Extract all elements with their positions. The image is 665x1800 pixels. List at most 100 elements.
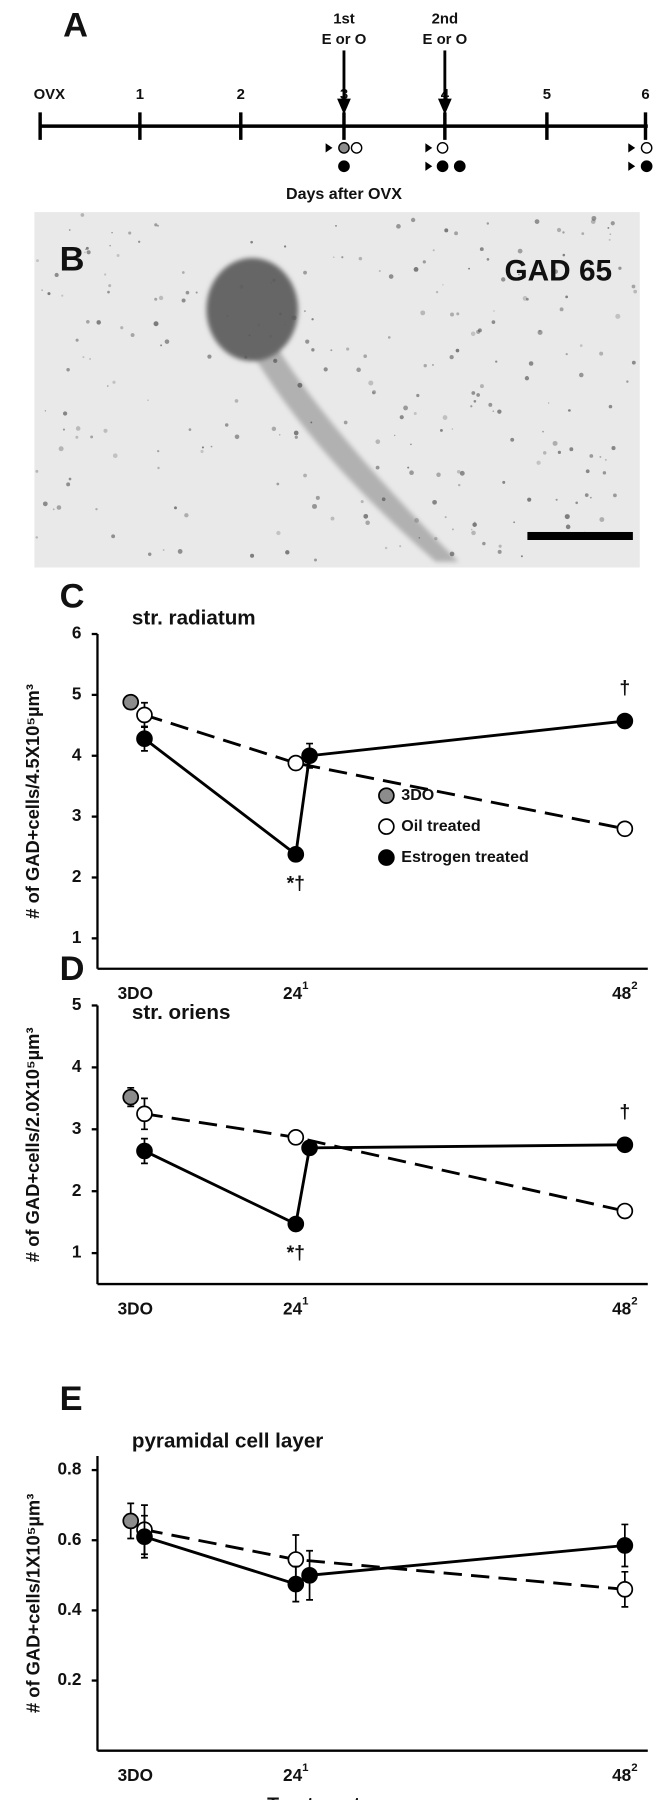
marker-triangle bbox=[425, 161, 433, 171]
speck bbox=[393, 434, 396, 437]
y-axis-label: # of GAD+cells/2.0X10⁵µm³ bbox=[22, 1027, 43, 1262]
speck bbox=[470, 405, 473, 408]
speck bbox=[444, 516, 447, 519]
speck bbox=[58, 446, 64, 452]
speck bbox=[111, 534, 116, 539]
y-tick-label: 4 bbox=[72, 744, 82, 764]
speck bbox=[116, 254, 120, 257]
panel-letter: A bbox=[63, 7, 88, 45]
marker-dot bbox=[350, 142, 363, 154]
speck bbox=[442, 415, 448, 420]
speck bbox=[305, 339, 310, 344]
speck bbox=[372, 391, 375, 395]
speck bbox=[66, 368, 70, 372]
speck bbox=[154, 223, 158, 227]
annotation: † bbox=[619, 1101, 630, 1123]
speck bbox=[310, 421, 313, 424]
speck bbox=[346, 347, 350, 351]
speck bbox=[631, 360, 636, 365]
speck bbox=[454, 231, 459, 236]
speck bbox=[604, 458, 607, 461]
speck bbox=[363, 354, 367, 358]
x-axis-title: Treatment group bbox=[267, 1794, 421, 1800]
speck bbox=[459, 470, 465, 476]
speck bbox=[569, 447, 574, 452]
speck bbox=[384, 546, 388, 550]
speck bbox=[360, 500, 364, 504]
y-tick-label: 2 bbox=[72, 866, 82, 886]
y-tick-label: 1 bbox=[72, 927, 82, 947]
speck bbox=[250, 553, 255, 558]
speck bbox=[458, 483, 461, 487]
annotation: *† bbox=[287, 1242, 305, 1264]
timeline-label: OVX bbox=[34, 87, 66, 103]
category-name: 48 bbox=[612, 983, 632, 1003]
speck bbox=[442, 284, 444, 286]
speck bbox=[542, 430, 544, 433]
speck bbox=[315, 495, 320, 500]
x-tick-label: 482 bbox=[612, 1762, 638, 1785]
speck bbox=[341, 256, 344, 259]
speck bbox=[626, 380, 629, 383]
speck bbox=[160, 344, 163, 347]
injection-label: 2nd bbox=[432, 11, 458, 27]
legend-label: Oil treated bbox=[401, 817, 480, 835]
speck bbox=[387, 336, 391, 339]
speck bbox=[451, 428, 454, 430]
speck bbox=[279, 312, 282, 316]
speck bbox=[157, 224, 159, 227]
stain-label: GAD 65 bbox=[504, 255, 612, 288]
legend-marker bbox=[378, 818, 395, 835]
speck bbox=[470, 331, 476, 336]
speck bbox=[439, 428, 443, 432]
speck bbox=[56, 505, 62, 510]
category-name: 3DO bbox=[118, 983, 153, 1003]
speck bbox=[528, 361, 534, 366]
speck bbox=[323, 367, 328, 372]
speck bbox=[285, 550, 290, 555]
speck bbox=[343, 420, 348, 425]
speck bbox=[455, 348, 460, 353]
y-tick-label: 0.6 bbox=[58, 1529, 82, 1549]
speck bbox=[432, 499, 437, 505]
speck bbox=[181, 298, 186, 303]
speck bbox=[602, 471, 607, 475]
speck bbox=[158, 295, 164, 301]
legend-label: 3DO bbox=[401, 786, 434, 804]
speck bbox=[631, 284, 636, 289]
speck bbox=[553, 269, 558, 274]
y-tick-label: 5 bbox=[72, 683, 82, 703]
speck bbox=[47, 292, 51, 296]
speck bbox=[471, 391, 476, 395]
speck bbox=[610, 221, 615, 226]
category-name: 3DO bbox=[118, 1298, 153, 1318]
speck bbox=[491, 320, 496, 324]
speck bbox=[451, 528, 454, 531]
texture bbox=[35, 213, 638, 562]
speck bbox=[495, 360, 498, 363]
speck bbox=[244, 355, 248, 359]
speck bbox=[234, 399, 239, 403]
axis-title: Days after OVX bbox=[286, 185, 402, 203]
speck bbox=[486, 222, 490, 225]
speck bbox=[181, 271, 185, 274]
speck bbox=[210, 445, 213, 448]
data-point bbox=[136, 730, 153, 748]
panel-letter: C bbox=[60, 578, 85, 616]
x-tick-label: 3DO bbox=[118, 1764, 153, 1784]
category-name: 48 bbox=[612, 1298, 632, 1318]
y-tick-label: 0.4 bbox=[58, 1599, 82, 1619]
speck bbox=[95, 507, 98, 511]
speck bbox=[284, 324, 286, 326]
injection-label: E or O bbox=[423, 32, 468, 48]
speck bbox=[313, 558, 317, 562]
speck bbox=[85, 246, 89, 250]
speck bbox=[555, 498, 558, 501]
legend-marker bbox=[378, 787, 395, 804]
speck bbox=[456, 469, 461, 474]
speck bbox=[68, 477, 72, 481]
speck bbox=[498, 544, 502, 548]
speck bbox=[432, 364, 434, 366]
marker-dot bbox=[338, 160, 350, 173]
